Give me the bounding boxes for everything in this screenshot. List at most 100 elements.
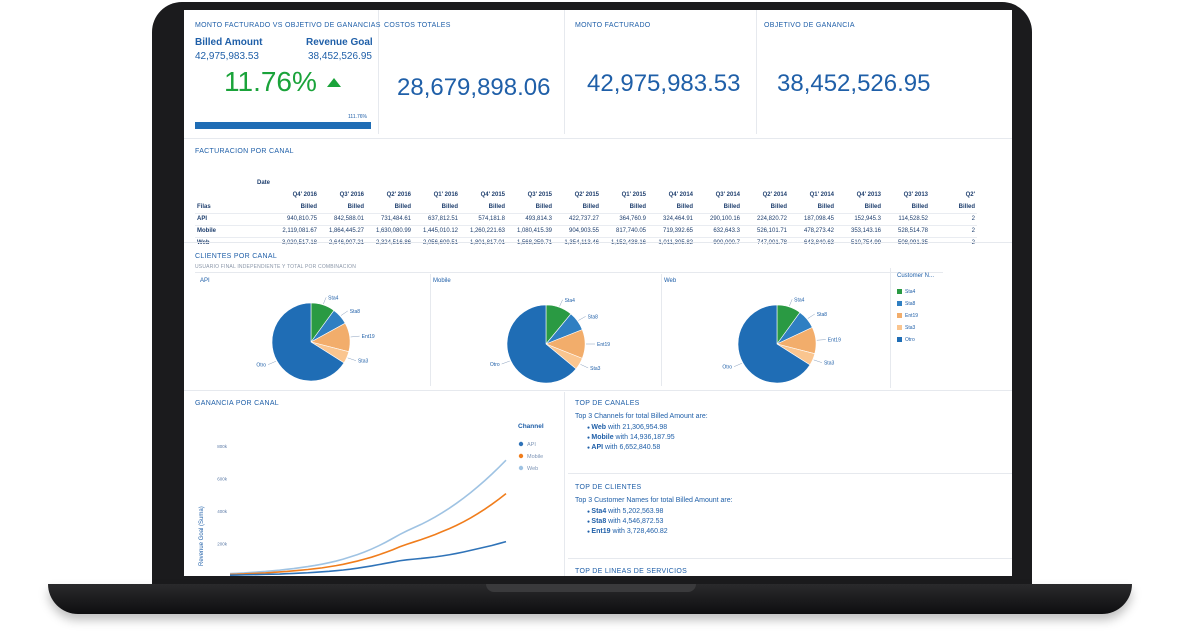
divider: [568, 473, 1012, 474]
pie-slice-otro[interactable]: [506, 304, 577, 384]
table-cell: 526,101.71: [742, 224, 790, 237]
pie-slice-otro[interactable]: [737, 304, 811, 384]
kpi-value: 42,975,983.53: [587, 70, 741, 97]
line-legend-swatch: [518, 441, 524, 447]
table-cell: 187,098.45: [789, 212, 837, 225]
line-legend-label[interactable]: Mobile: [527, 454, 543, 460]
table-cell: 747,001.78: [742, 236, 790, 249]
list-item: ● Ent19 with 3,728,460.82: [587, 528, 668, 535]
divider: [568, 558, 1012, 559]
period-header[interactable]: Q4' 2013: [856, 192, 882, 198]
pie-slice-label: Sta4: [328, 295, 339, 301]
pie-slice-label: Sta3: [590, 366, 601, 372]
measure-header: Billed: [347, 203, 365, 210]
billing-table[interactable]: Date Q4' 2016 Q3' 2016 Q2' 2016 Q1' 2016 Q4'…: [195, 177, 978, 249]
period-header[interactable]: Q1' 2014: [809, 192, 835, 198]
measure-header: Billed: [488, 203, 506, 210]
pie-slice-label: Ent19: [828, 338, 841, 344]
period-header[interactable]: Q4' 2015: [480, 192, 506, 198]
table-cell: 1,152,438.16: [601, 236, 649, 249]
y-axis-label: Revenue Goal (Suma): [199, 506, 205, 566]
pie-label-web: Web: [664, 278, 677, 284]
table-cell: 643,840.63: [789, 236, 837, 249]
list-item-name: Web: [591, 424, 609, 431]
period-header[interactable]: Q4' 2016: [292, 192, 318, 198]
percent-value: 11.76%: [224, 66, 317, 97]
pie-leader-line: [347, 357, 357, 361]
table-cell: 1,354,113.46: [554, 236, 602, 249]
table-cell: 1,260,221.63: [460, 224, 508, 237]
row-label: API: [195, 212, 273, 225]
period-header[interactable]: Q1' 2015: [621, 192, 647, 198]
period-header[interactable]: Q3' 2014: [715, 192, 741, 198]
table-cell: 152,945.3: [836, 212, 884, 225]
table-cell: 2: [930, 236, 978, 249]
measure-header: Billed: [441, 203, 459, 210]
line-legend-label[interactable]: API: [527, 442, 536, 448]
table-cell: 3,020,517.18: [272, 236, 320, 249]
table-cell: 2: [930, 224, 978, 237]
billed-value: 42,975,983.53: [195, 51, 259, 62]
legend-swatch: [897, 313, 902, 319]
pie-leader-line: [813, 359, 823, 363]
period-header[interactable]: Q3' 2016: [339, 192, 365, 198]
table-cell: 1,445,010.12: [413, 224, 461, 237]
legend-item[interactable]: Sta3: [897, 325, 915, 331]
period-header[interactable]: Q4' 2014: [668, 192, 694, 198]
measure-header: Billed: [535, 203, 553, 210]
period-header[interactable]: Q3' 2015: [527, 192, 553, 198]
line-chart[interactable]: 800k 600k 400k 200k Revenue Goal (Suma) Chann…: [184, 406, 554, 576]
kpi-title: MONTO FACTURADO: [575, 22, 651, 29]
period-header[interactable]: Q2' 2014: [762, 192, 788, 198]
dashboard-screen: MONTO FACTURADO VS OBJETIVO DE GANANCIAS…: [184, 10, 1012, 576]
line-legend-label[interactable]: Web: [527, 466, 538, 472]
pie-leader-line: [559, 299, 563, 307]
legend-label: Ent19: [905, 313, 919, 319]
group-label: Date: [257, 180, 271, 186]
divider: [890, 268, 891, 388]
progress-label: 111.76%: [348, 114, 367, 120]
divider: [564, 392, 565, 576]
top-clients-title: TOP DE CLIENTES: [575, 484, 642, 491]
table-cell: 364,760.9: [601, 212, 649, 225]
pie-charts[interactable]: Sta4 Sta8 Ent19 Sta3 Otro Sta4 Sta8 Ent19 Sta3 Ot…: [184, 260, 1012, 390]
pie-leader-line: [340, 310, 348, 316]
table-cell: 422,737.27: [554, 212, 602, 225]
period-header[interactable]: Q2': [965, 192, 976, 198]
period-header[interactable]: Q3' 2013: [903, 192, 929, 198]
legend-label: Sta4: [905, 289, 916, 295]
pie-slice-otro[interactable]: [271, 302, 345, 382]
list-item-name: API: [591, 444, 606, 451]
table-cell: 842,588.01: [319, 212, 367, 225]
list-item-value: with 14,936,187.95: [615, 434, 675, 441]
legend-item[interactable]: Sta4: [897, 289, 915, 295]
period-header[interactable]: Q2' 2016: [386, 192, 412, 198]
table-row[interactable]: Mobile 2,119,081.67 1,864,445.27 1,630,080.…: [195, 224, 978, 237]
table-cell: 904,903.55: [554, 224, 602, 237]
table-cell: 1,864,445.27: [319, 224, 367, 237]
legend-item[interactable]: Ent19: [897, 313, 918, 319]
top-clients-intro: Top 3 Customer Names for total Billed Am…: [575, 497, 733, 504]
table-cell: 1,568,259.71: [507, 236, 555, 249]
series-line-mobile[interactable]: [229, 492, 507, 576]
pie-slice-label: Otro: [722, 365, 732, 371]
period-header[interactable]: Q2' 2015: [574, 192, 600, 198]
rows-label: Filas: [197, 203, 211, 210]
legend-swatch: [897, 325, 902, 331]
series-line-web[interactable]: [229, 459, 507, 575]
legend-swatch: [897, 337, 902, 343]
legend-item[interactable]: Otro: [897, 337, 915, 343]
table-row[interactable]: Web 3,020,517.18 2,646,907.21 2,324,516.86 2…: [195, 236, 978, 249]
legend-item[interactable]: Sta8: [897, 301, 915, 307]
period-header[interactable]: Q1' 2016: [433, 192, 459, 198]
pie-label-mobile: Mobile: [433, 278, 451, 284]
laptop-notch: [486, 584, 696, 592]
series-line-api[interactable]: [229, 540, 507, 576]
y-tick-label: 200k: [217, 542, 228, 547]
table-row[interactable]: API 940,810.75 842,588.01 731,484.61 637,812…: [195, 212, 978, 225]
divider: [184, 390, 1012, 391]
list-item-name: Sta8: [591, 518, 609, 525]
pie-slice-label: Sta8: [350, 309, 361, 315]
table-cell: 478,273.42: [789, 224, 837, 237]
table-cell: 1,080,415.39: [507, 224, 555, 237]
